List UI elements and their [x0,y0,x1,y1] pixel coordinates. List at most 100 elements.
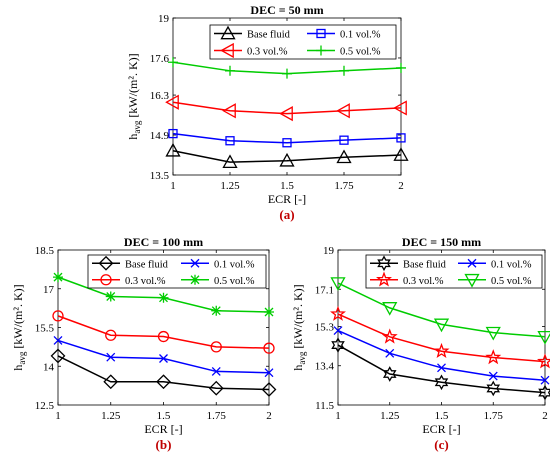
data-point [330,305,346,321]
data-point [339,135,349,145]
y-tick-label: 19 [323,245,335,257]
legend: Base fluid 0.1 vol.% 0.3 vol.% 0.5 vol.% [87,254,267,289]
data-point [381,328,398,344]
series-3 [168,57,406,79]
series-0 [50,348,277,397]
legend-marker [376,271,392,287]
x-tick-label: 1 [335,410,341,422]
legend-marker [98,255,114,271]
y-tick-label: 13.4 [315,361,335,373]
legend-marker [100,274,112,286]
legend-marker [220,25,236,40]
legend-marker [190,258,200,268]
y-axis-label: havg [kW/(m². K)] [11,284,27,370]
series-line [57,315,270,349]
y-tick-label: 15.5 [35,323,55,335]
x-tick-label: 2 [542,410,548,422]
data-point [393,147,409,161]
data-point [225,136,235,146]
x-tick-label: 2 [266,410,272,422]
y-axis-label-sub: avg [297,351,307,364]
y-tick-label: 11.5 [315,400,334,412]
chart-title: DEC = 100 mm [124,235,203,249]
data-point [434,374,449,391]
data-point [261,382,277,397]
data-point [103,374,119,390]
legend-label: Base fluid [125,259,169,270]
legend-label: Base fluid [403,259,447,270]
series-2 [165,94,407,122]
legend-box [365,254,543,289]
data-point [211,305,222,316]
data-point [52,310,64,322]
legend-label: 0.5 vol.% [491,276,532,287]
data-point [336,103,350,119]
legend-label: Base fluid [247,30,291,41]
data-point [211,366,221,376]
legend-marker [220,42,234,59]
data-point [396,133,406,143]
y-tick-label: 14.9 [150,130,170,142]
y-tick-label: 13.5 [150,170,170,182]
data-point [331,337,345,353]
data-point [158,292,169,303]
y-tick-label: 17.6 [150,53,170,65]
y-tick-label: 15.3 [315,321,335,333]
data-point [333,326,343,336]
x-tick-label: 1.5 [435,410,449,422]
data-point [159,354,168,363]
data-point [433,342,450,359]
legend-label: 0.1 vol.% [340,30,381,41]
data-point [105,329,117,341]
y-axis-label-sub: avg [17,351,27,364]
legend: Base fluid 0.1 vol.% 0.3 vol.% 0.5 vol.% [209,24,397,60]
y-axis-label-main: h [126,134,140,140]
data-point [264,307,274,317]
data-point [282,138,292,148]
data-point [382,302,398,316]
series-1 [168,128,406,148]
data-point [385,348,395,358]
series-1 [53,335,274,378]
x-tick-label: 2 [398,180,404,192]
chart-panel-a: DEC = 50 mm 1 1.25 1.5 1.75 2 13.5 14.9 16.3 17.6… [126,3,409,222]
data-point [540,375,550,385]
data-point [485,349,502,365]
x-axis-label: ECR [-] [144,422,182,436]
data-point [53,272,63,283]
data-point [537,330,550,345]
data-point [485,326,501,341]
legend-label: 0.3 vol.% [125,276,166,287]
chart-panel-c: DEC = 150 mm 1 1.25 1.5 1.75 2 11.5 13.4 15.3 17.… [291,235,550,452]
data-point [396,62,406,73]
data-point [264,368,274,378]
legend-label: 0.5 vol.% [340,47,381,58]
legend-label: 0.3 vol.% [247,47,288,58]
series-line [172,132,402,144]
chart-title: DEC = 150 mm [402,235,481,249]
data-point [222,154,238,169]
data-point [279,106,293,122]
y-axis-label: havg [kW/(m². K)] [126,53,142,139]
x-axis-label: ECR [-] [422,422,460,436]
series-2 [52,310,275,354]
x-tick-label: 1.25 [220,180,240,192]
series-3 [330,277,550,345]
y-axis-label-main: h [291,365,305,371]
legend-marker [464,273,480,288]
series-line [172,150,402,163]
series-line [337,313,546,363]
data-point [168,128,178,139]
legend-marker [377,255,391,272]
series-line [57,355,270,391]
legend: Base fluid 0.1 vol.% 0.3 vol.% 0.5 vol.% [365,254,543,289]
y-tick-label: 19 [158,13,170,25]
data-point [225,65,235,76]
y-tick-label: 17.1 [315,284,334,296]
data-point [282,68,292,79]
data-point [263,342,275,354]
x-tick-label: 1.5 [157,410,171,422]
x-tick-label: 1 [55,410,61,422]
data-point [339,65,349,76]
x-axis-label: ECR [-] [268,192,306,206]
